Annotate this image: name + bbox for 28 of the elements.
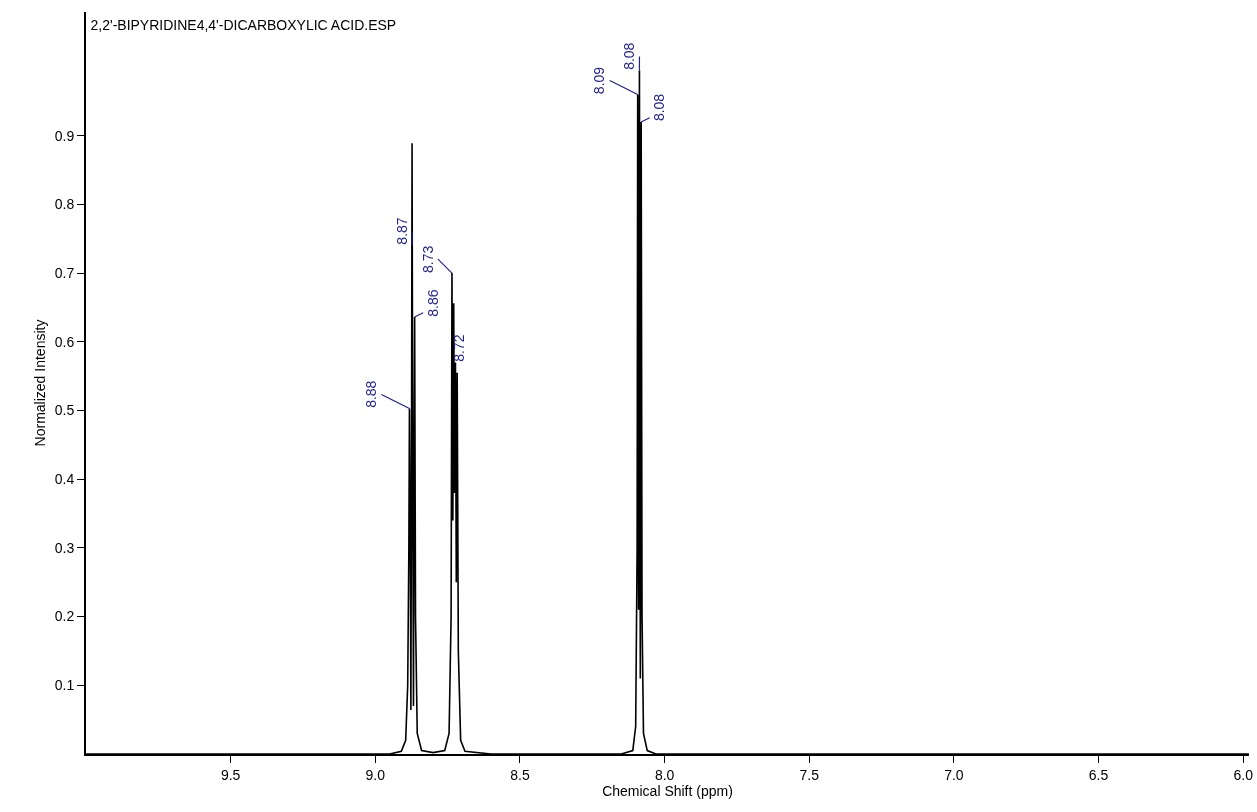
y-tick-label: 0.6 bbox=[54, 333, 75, 350]
y-tick-label: 0.2 bbox=[54, 608, 75, 625]
x-tick-label: 6.0 bbox=[1233, 766, 1254, 783]
x-tick-label: 9.5 bbox=[220, 766, 241, 783]
x-tick-label: 7.0 bbox=[944, 766, 964, 783]
y-axis-title: Normalized Intensity bbox=[31, 319, 48, 447]
y-tick-label: 0.8 bbox=[54, 196, 75, 213]
x-tick-label: 6.5 bbox=[1088, 766, 1109, 783]
y-tick-label: 0.7 bbox=[54, 264, 75, 281]
y-tick-label: 0.1 bbox=[54, 677, 75, 694]
annotation: 8.86 bbox=[424, 289, 441, 317]
annotation: 8.88 bbox=[363, 380, 380, 408]
x-tick-label: 8.0 bbox=[654, 766, 675, 783]
x-axis-title: Chemical Shift (ppm) bbox=[602, 782, 733, 799]
y-tick-label: 0.3 bbox=[54, 539, 75, 556]
chart-title: 2,2'-BIPYRIDINE4,4'-DICARBOXYLIC ACID.ESP bbox=[90, 17, 397, 34]
annotation: 8.08 bbox=[621, 42, 638, 70]
x-tick-label: 8.5 bbox=[510, 766, 530, 783]
annotation: 8.73 bbox=[419, 245, 436, 274]
y-tick-label: 0.4 bbox=[54, 471, 75, 488]
annotation: 8.87 bbox=[394, 217, 411, 245]
annotation: 8.08 bbox=[651, 93, 668, 122]
y-tick-label: 0.5 bbox=[54, 402, 75, 419]
x-tick-label: 9.0 bbox=[365, 766, 386, 783]
annotation: 8.72 bbox=[451, 334, 468, 362]
y-tick-label: 0.9 bbox=[54, 127, 75, 144]
x-tick-label: 7.5 bbox=[799, 766, 820, 783]
annotation: 8.09 bbox=[591, 66, 608, 95]
